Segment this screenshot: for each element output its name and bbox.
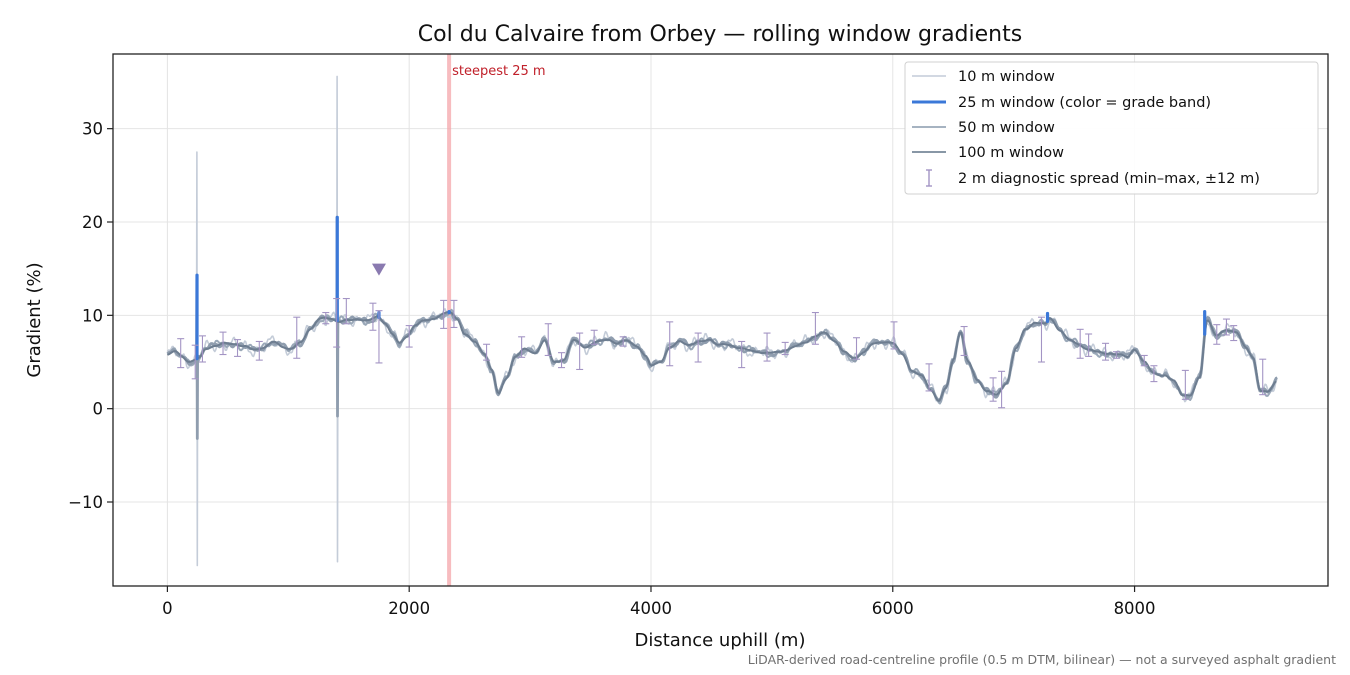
steepest-label: steepest 25 m xyxy=(452,64,545,79)
spread-errorbar xyxy=(1112,351,1120,359)
spread-errorbar xyxy=(440,299,448,329)
legend-label-50m: 50 m window xyxy=(958,120,1055,136)
y-axis-label: Gradient (%) xyxy=(24,262,45,377)
spread-errorbar xyxy=(1085,333,1093,357)
y-tick-label: 10 xyxy=(82,306,103,325)
legend-swatch-errorbar xyxy=(926,169,932,187)
series-50m-window xyxy=(166,300,1278,419)
peak-marker-triangle xyxy=(371,263,386,276)
spread-errorbar xyxy=(342,297,350,325)
spread-errorbar xyxy=(1213,324,1221,345)
spread-errorbar xyxy=(1076,328,1084,359)
spread-errorbar xyxy=(781,341,789,356)
spread-errorbar xyxy=(738,340,746,369)
spread-errorbar xyxy=(219,331,227,356)
spread-errorbar xyxy=(1037,316,1045,363)
legend-label-10m: 10 m window xyxy=(958,69,1055,85)
spread-errorbar xyxy=(576,332,584,371)
spread-errorbar xyxy=(177,338,185,369)
y-tick-label: 0 xyxy=(93,400,104,419)
spread-errorbar xyxy=(925,363,933,392)
spread-errorbar xyxy=(1259,358,1267,396)
spread-errorbar xyxy=(1140,354,1148,367)
spread-errorbar xyxy=(322,311,330,325)
spread-errorbar xyxy=(1230,325,1238,342)
spread-errorbar xyxy=(998,370,1006,409)
spread-errorbar xyxy=(450,299,458,329)
steepest-segment-band xyxy=(447,54,452,586)
x-tick-label: 0 xyxy=(162,599,173,618)
spread-errorbar xyxy=(405,325,413,348)
spread-errorbar xyxy=(853,337,861,360)
spread-errorbar xyxy=(960,325,968,357)
spread-errorbar xyxy=(369,302,377,331)
spread-errorbar xyxy=(890,321,898,350)
legend-label-100m: 100 m window xyxy=(958,145,1064,161)
x-tick-label: 4000 xyxy=(630,599,672,618)
spread-errorbar xyxy=(666,321,674,367)
x-tick-label: 8000 xyxy=(1114,599,1156,618)
spread-errorbar xyxy=(1102,342,1110,361)
spread-errorbar xyxy=(1181,369,1189,400)
spread-errorbar xyxy=(694,332,702,363)
spread-errorbar xyxy=(483,343,491,361)
spread-errorbar xyxy=(293,316,301,359)
spread-errorbar xyxy=(558,352,566,369)
series-layer xyxy=(166,75,1278,567)
spread-errorbar xyxy=(989,377,997,402)
series-100m-window xyxy=(166,311,1277,402)
legend-box xyxy=(904,61,1319,195)
spread-errorbar xyxy=(544,323,552,357)
spread-errorbar xyxy=(619,336,627,347)
legend-label-25m: 25 m window (color = grade band) xyxy=(958,95,1211,111)
legend-label-spread: 2 m diagnostic spread (min–max, ±12 m) xyxy=(958,171,1260,187)
spread-errorbar xyxy=(590,329,598,345)
x-tick-label: 6000 xyxy=(872,599,914,618)
spread-errorbar xyxy=(811,311,819,345)
plot-frame xyxy=(112,53,1329,587)
spread-errorbar xyxy=(1150,365,1158,383)
y-tick-label: −10 xyxy=(68,493,103,512)
axis-ticks: 0 2000 4000 6000 8000 −10 0 10 20 30 xyxy=(68,120,1155,618)
x-tick-label: 2000 xyxy=(388,599,430,618)
chart-title: Col du Calvaire from Orbey — rolling win… xyxy=(418,22,1022,47)
x-axis-label: Distance uphill (m) xyxy=(635,630,806,651)
spread-errorbar xyxy=(1222,318,1230,336)
footnote: LiDAR-derived road-centreline profile (0… xyxy=(748,652,1336,667)
spread-errorbar xyxy=(255,340,263,361)
spread-errorbar xyxy=(518,336,526,358)
grade-band-highlights xyxy=(195,215,1207,361)
spread-errorbar xyxy=(333,297,341,348)
spread-errorbar xyxy=(198,335,206,363)
diagnostic-spread-errorbars xyxy=(177,297,1267,409)
y-tick-label: 30 xyxy=(82,120,103,139)
y-tick-label: 20 xyxy=(82,213,103,232)
spread-errorbar xyxy=(191,344,199,380)
spread-errorbar xyxy=(234,339,242,357)
spread-errorbar xyxy=(375,310,383,364)
spread-errorbar xyxy=(763,332,771,362)
legend: 10 m window 25 m window (color = grade b… xyxy=(904,61,1319,195)
